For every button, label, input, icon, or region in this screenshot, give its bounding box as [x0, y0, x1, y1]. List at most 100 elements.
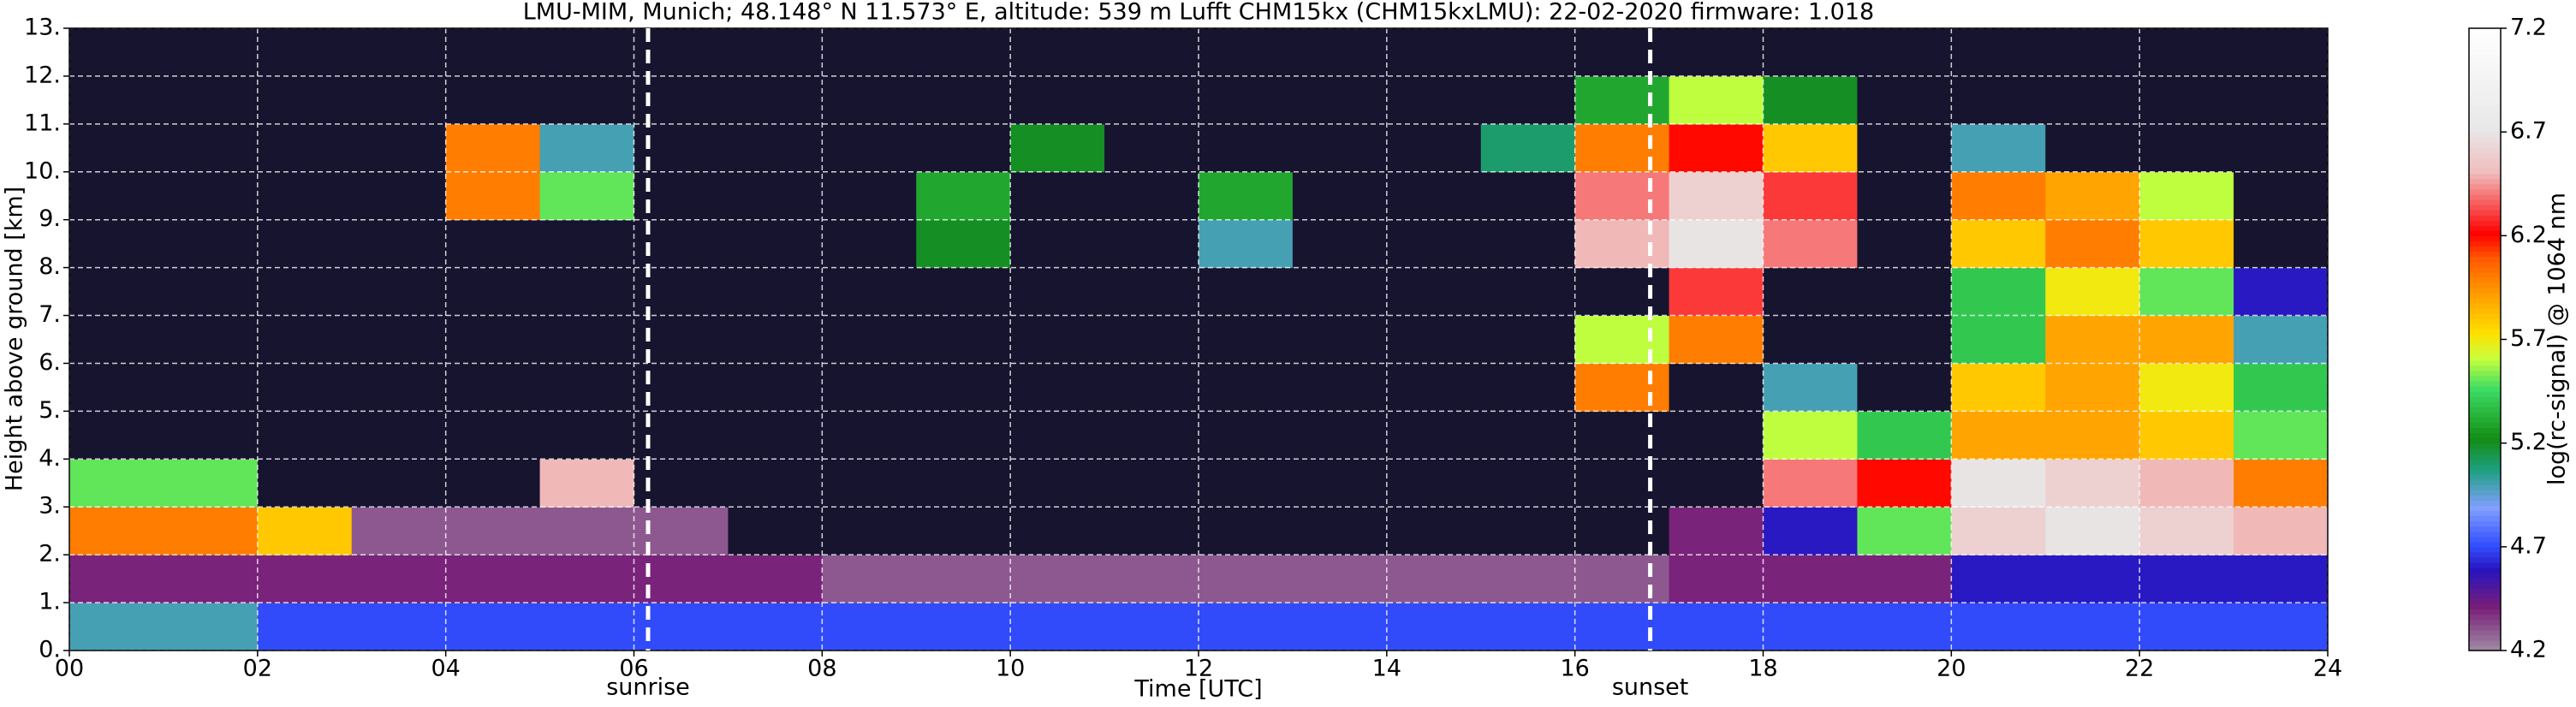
- heatmap-cell: [916, 171, 1011, 221]
- colorbar-step: [2469, 458, 2501, 465]
- colorbar-step: [2469, 453, 2501, 460]
- heatmap-cell: [1574, 219, 1670, 269]
- heatmap-cell: [257, 315, 353, 364]
- heatmap-cell: [2139, 411, 2234, 460]
- heatmap-cell: [1763, 267, 1858, 317]
- colorbar-step: [2469, 271, 2501, 278]
- heatmap-cell: [1951, 75, 2046, 125]
- colorbar-step: [2469, 624, 2501, 631]
- heatmap-cell: [1480, 459, 1576, 508]
- y-tick-label: 8.: [39, 253, 61, 280]
- heatmap-cell: [163, 507, 259, 556]
- heatmap-cell: [1763, 171, 1858, 221]
- heatmap-cell: [1104, 267, 1199, 317]
- colorbar-step: [2469, 193, 2501, 200]
- heatmap-cell: [728, 459, 823, 508]
- heatmap-cell: [257, 363, 353, 412]
- heatmap-cell: [2139, 315, 2234, 364]
- heatmap-cell: [163, 123, 259, 173]
- heatmap-cell: [1010, 555, 1105, 603]
- heatmap-cell: [728, 267, 823, 317]
- heatmap-cell: [2234, 411, 2329, 460]
- heatmap-cell: [351, 171, 447, 221]
- heatmap-cell: [1010, 28, 1105, 77]
- heatmap-cell: [2045, 123, 2140, 173]
- heatmap-cell: [445, 28, 541, 77]
- heatmap-cell: [1669, 28, 1764, 77]
- heatmap-cell: [1199, 171, 1294, 221]
- colorbar-step: [2469, 230, 2501, 236]
- colorbar-step: [2469, 110, 2501, 117]
- heatmap-cell: [1480, 411, 1576, 460]
- heatmap-cell: [2234, 219, 2329, 269]
- heatmap-cell: [163, 28, 259, 77]
- heatmap-cell: [1199, 219, 1294, 269]
- heatmap-cell: [1104, 28, 1199, 77]
- heatmap-cell: [822, 267, 917, 317]
- heatmap-cell: [1292, 315, 1388, 364]
- heatmap-cell: [728, 28, 823, 77]
- y-tick-label: 11.: [24, 110, 61, 136]
- heatmap-cell: [163, 411, 259, 460]
- heatmap-cell: [351, 75, 447, 125]
- heatmap-cell: [2139, 219, 2234, 269]
- colorbar-step: [2469, 59, 2501, 66]
- heatmap-cell: [351, 363, 447, 412]
- heatmap-cell: [69, 267, 164, 317]
- heatmap-cell: [822, 507, 917, 556]
- heatmap-cell: [1669, 75, 1764, 125]
- heatmap-cell: [1669, 603, 1764, 651]
- colorbar-step: [2469, 639, 2501, 646]
- heatmap-cell: [539, 123, 634, 173]
- colorbar-tick-label: 7.2: [2510, 15, 2547, 41]
- colorbar-step: [2469, 463, 2501, 470]
- heatmap-cell: [1669, 411, 1764, 460]
- colorbar-step: [2469, 396, 2501, 402]
- heatmap-cell: [1669, 507, 1764, 556]
- heatmap-cell: [257, 459, 353, 508]
- heatmap-cell: [1480, 507, 1576, 556]
- colorbar-step: [2469, 551, 2501, 558]
- heatmap-cell: [1199, 459, 1294, 508]
- heatmap-cell: [2045, 219, 2140, 269]
- heatmap-cell: [1104, 411, 1199, 460]
- colorbar-step: [2469, 246, 2501, 253]
- colorbar-step: [2469, 282, 2501, 288]
- colorbar-step: [2469, 329, 2501, 336]
- heatmap-cell: [1386, 555, 1482, 603]
- heatmap-cell: [69, 171, 164, 221]
- heatmap-cell: [1574, 603, 1670, 651]
- heatmap-cell: [257, 123, 353, 173]
- colorbar-step: [2469, 105, 2501, 112]
- heatmap-cell: [69, 555, 164, 603]
- heatmap-cell: [2045, 75, 2140, 125]
- heatmap-cell: [2139, 123, 2234, 173]
- heatmap-cell: [728, 171, 823, 221]
- colorbar-step: [2469, 505, 2501, 512]
- heatmap-cell: [351, 411, 447, 460]
- heatmap-cell: [69, 219, 164, 269]
- colorbar-step: [2469, 74, 2501, 81]
- heatmap-cell: [822, 411, 917, 460]
- heatmap-cell: [2234, 171, 2329, 221]
- heatmap-cell: [351, 123, 447, 173]
- colorbar-step: [2469, 432, 2501, 439]
- heatmap-cell: [2139, 507, 2234, 556]
- heatmap-cell: [1104, 315, 1199, 364]
- heatmap-cell: [2139, 75, 2234, 125]
- y-tick-label: 6.: [39, 349, 61, 376]
- colorbar-tick-label: 4.7: [2510, 532, 2547, 559]
- heatmap-cell: [1104, 555, 1199, 603]
- heatmap-cell: [1104, 603, 1199, 651]
- colorbar-step: [2469, 349, 2501, 356]
- colorbar-step: [2469, 391, 2501, 397]
- heatmap-cell: [351, 219, 447, 269]
- heatmap-cell: [163, 555, 259, 603]
- heatmap-cell: [1010, 363, 1105, 412]
- colorbar-step: [2469, 80, 2501, 86]
- colorbar-step: [2469, 168, 2501, 175]
- colorbar-step: [2469, 634, 2501, 641]
- colorbar-step: [2469, 303, 2501, 309]
- colorbar-step: [2469, 210, 2501, 216]
- heatmap-cell: [445, 507, 541, 556]
